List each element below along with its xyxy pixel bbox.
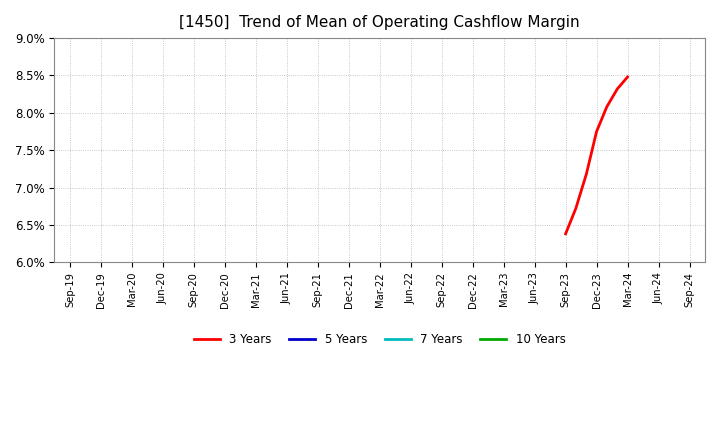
- Legend: 3 Years, 5 Years, 7 Years, 10 Years: 3 Years, 5 Years, 7 Years, 10 Years: [189, 328, 570, 350]
- Title: [1450]  Trend of Mean of Operating Cashflow Margin: [1450] Trend of Mean of Operating Cashfl…: [179, 15, 580, 30]
